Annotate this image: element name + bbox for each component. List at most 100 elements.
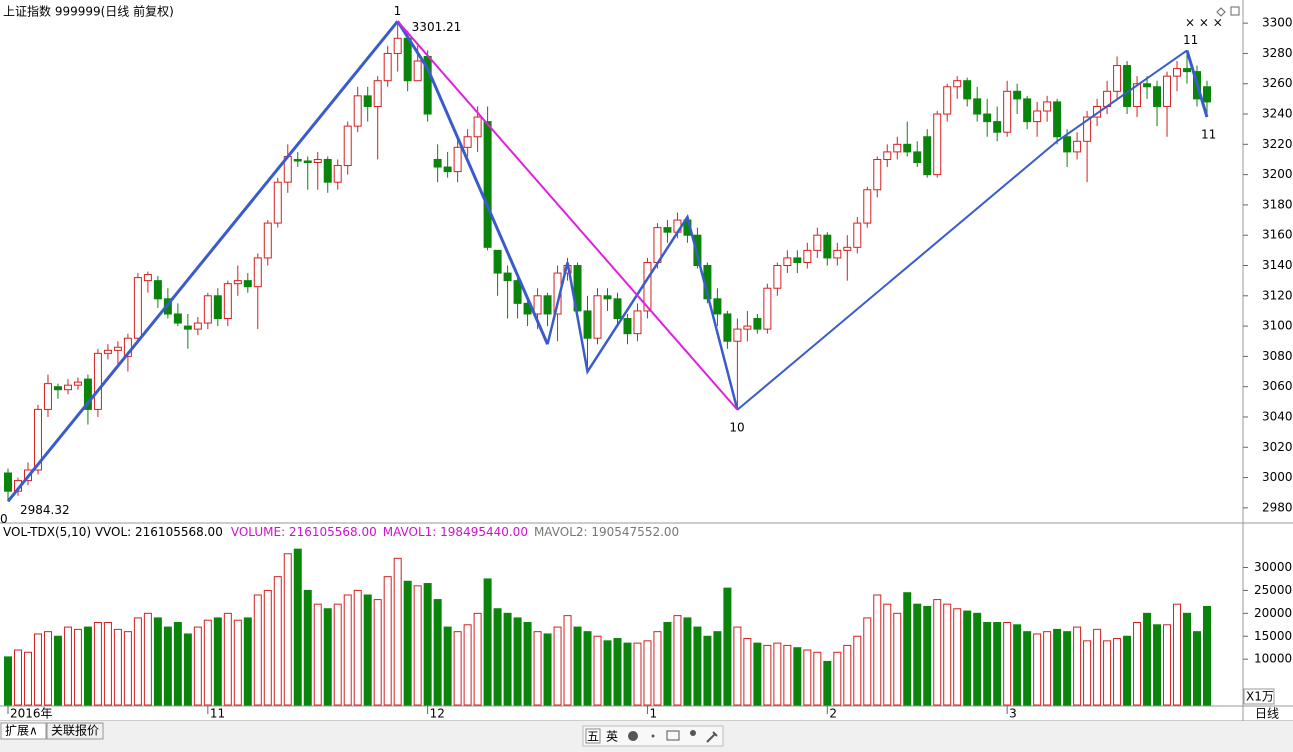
- candle-body: [773, 265, 782, 289]
- icon[interactable]: [1230, 6, 1240, 16]
- y-tick-label: 2980: [1262, 500, 1293, 514]
- toolbar-icon[interactable]: [666, 730, 680, 741]
- candle-body: [873, 158, 882, 191]
- candle-body: [613, 298, 622, 320]
- volume-bar: [973, 612, 982, 706]
- volume-bar: [473, 612, 482, 706]
- candle-body: [1023, 98, 1032, 123]
- volume-bar: [393, 557, 402, 706]
- candle-body: [813, 234, 822, 251]
- candle-body: [1203, 86, 1211, 103]
- candle-body: [853, 222, 862, 248]
- volume-bar: [1203, 605, 1211, 706]
- toolbar-button[interactable]: [585, 728, 601, 744]
- volume-bar: [4, 656, 12, 706]
- toolbar-icon[interactable]: [651, 734, 655, 738]
- volume-bar: [653, 631, 662, 706]
- candle-body: [1043, 101, 1052, 112]
- volume-bar: [103, 622, 112, 706]
- candle-body: [983, 113, 992, 123]
- candle-body: [643, 261, 652, 312]
- volume-bar: [673, 615, 682, 706]
- candle-body: [953, 80, 962, 88]
- y-tick-label: 3120: [1262, 288, 1293, 302]
- candle-body: [73, 381, 82, 386]
- volume-bar: [1003, 622, 1012, 706]
- volume-bar: [693, 626, 702, 706]
- volume-bar: [983, 622, 992, 706]
- wave-line: [736, 49, 1188, 411]
- volume-bar: [683, 617, 692, 706]
- volume-bar: [1103, 640, 1112, 706]
- y-tick-label: 3280: [1262, 46, 1293, 60]
- y-tick-label: 3180: [1262, 197, 1293, 211]
- volume-bar: [603, 640, 612, 706]
- y-tick-label: 3240: [1262, 107, 1293, 121]
- volume-bar: [383, 576, 392, 706]
- candle-body: [893, 143, 902, 153]
- volume-bar: [553, 626, 562, 706]
- volume-bar: [903, 592, 912, 706]
- volume-bar: [253, 594, 262, 706]
- candle-body: [1053, 101, 1062, 138]
- candle-body: [153, 280, 162, 300]
- volume-bar: [873, 594, 882, 706]
- candle-body: [1073, 140, 1082, 153]
- volume-bar: [23, 651, 32, 706]
- low-price-label: 2984.32: [20, 503, 70, 517]
- candle-body: [203, 295, 212, 324]
- volume-bar: [533, 631, 542, 706]
- toolbar-icon[interactable]: [628, 731, 638, 741]
- volume-bar: [143, 612, 152, 706]
- candle-body: [133, 277, 142, 339]
- volume-bar: [933, 599, 942, 706]
- volume-bar: [273, 576, 282, 706]
- volume-bar: [663, 622, 672, 706]
- candle-body: [323, 158, 332, 183]
- tab-label[interactable]: 扩展∧: [5, 724, 38, 738]
- candle-body: [803, 249, 812, 263]
- vol-header: MAVOL2: 190547552.00: [534, 525, 679, 539]
- candle-body: [923, 136, 932, 176]
- volume-bar: [843, 644, 852, 706]
- candle-body: [403, 37, 412, 82]
- tab-label[interactable]: 关联报价: [51, 723, 99, 738]
- candle-body: [373, 80, 382, 107]
- volume-bar: [363, 594, 372, 706]
- volume-bar: [1193, 631, 1202, 706]
- icon[interactable]: [1216, 7, 1226, 17]
- volume-bar: [1123, 635, 1132, 706]
- volume-bar: [403, 580, 412, 706]
- candle-body: [1083, 116, 1092, 142]
- tab[interactable]: [46, 722, 104, 740]
- x-tick-label: 2016年: [10, 707, 53, 721]
- volume-bar: [783, 644, 792, 706]
- candle-body: [413, 60, 422, 82]
- candle-body: [583, 310, 592, 339]
- toolbar-label[interactable]: 五: [587, 730, 599, 744]
- candle-body: [443, 166, 452, 173]
- wave-label: 11: [1183, 33, 1198, 47]
- toolbar-icon[interactable]: [706, 731, 718, 743]
- tab[interactable]: [0, 722, 47, 740]
- volume-bar: [293, 548, 302, 706]
- volume-bar: [503, 612, 512, 706]
- candle-body: [623, 318, 632, 335]
- x-tick-label: 1: [649, 707, 657, 721]
- candle-body: [913, 151, 922, 164]
- toolbar-icon[interactable]: [690, 730, 696, 736]
- candle-body: [603, 295, 612, 300]
- toolbar-label[interactable]: 英: [606, 730, 618, 744]
- volume-header: VOL-TDX(5,10) VVOL: 216105568.00 VOLUME: …: [3, 525, 679, 539]
- volume-bar: [523, 622, 532, 706]
- candle-body: [213, 295, 222, 320]
- vol-tick-label: 30000: [1254, 560, 1292, 574]
- candle-body: [1123, 65, 1132, 107]
- volume-bar: [753, 642, 762, 706]
- candle-body: [733, 328, 742, 342]
- volume-bar: [593, 635, 602, 706]
- candle-body: [433, 158, 442, 168]
- y-tick-label: 3160: [1262, 228, 1293, 242]
- candle-body: [93, 352, 102, 410]
- volume-bar: [943, 603, 952, 706]
